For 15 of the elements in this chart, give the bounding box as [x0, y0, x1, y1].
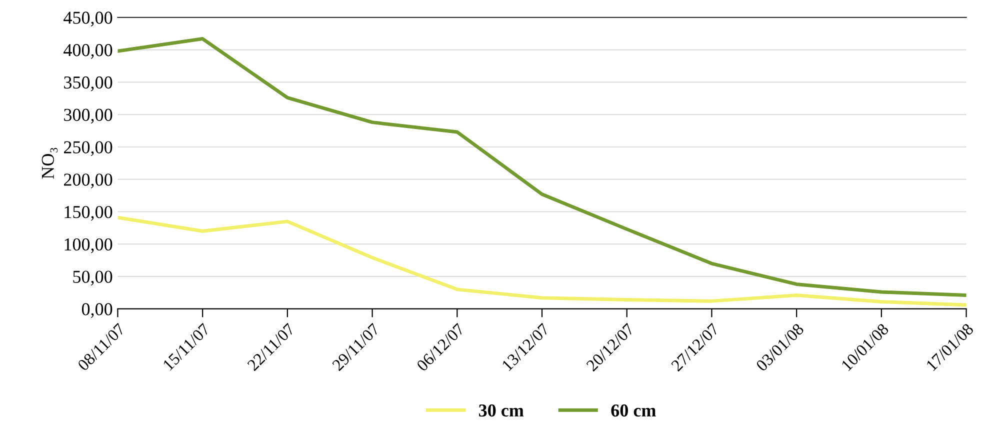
y-tick-label: 400,00 — [64, 44, 112, 59]
y-tick-label: 0,00 — [82, 303, 112, 318]
y-tick-label: 250,00 — [64, 141, 112, 156]
y-tick-label: 50,00 — [73, 270, 112, 286]
y-tick-label: 300,00 — [64, 108, 112, 124]
y-tick-label: 200,00 — [64, 174, 112, 188]
y-tick-label: 450,00 — [64, 12, 112, 26]
y-tick-label: 350,00 — [64, 76, 112, 92]
y-tick-label: 100,00 — [64, 238, 112, 254]
legend-label: 30 cm — [479, 404, 524, 417]
legend-label: 60 cm — [611, 404, 656, 417]
y-tick-label: 150,00 — [64, 206, 112, 221]
line-series — [118, 37, 966, 297]
y-axis-title: NO₃ — [42, 148, 58, 179]
line-series — [118, 216, 966, 307]
